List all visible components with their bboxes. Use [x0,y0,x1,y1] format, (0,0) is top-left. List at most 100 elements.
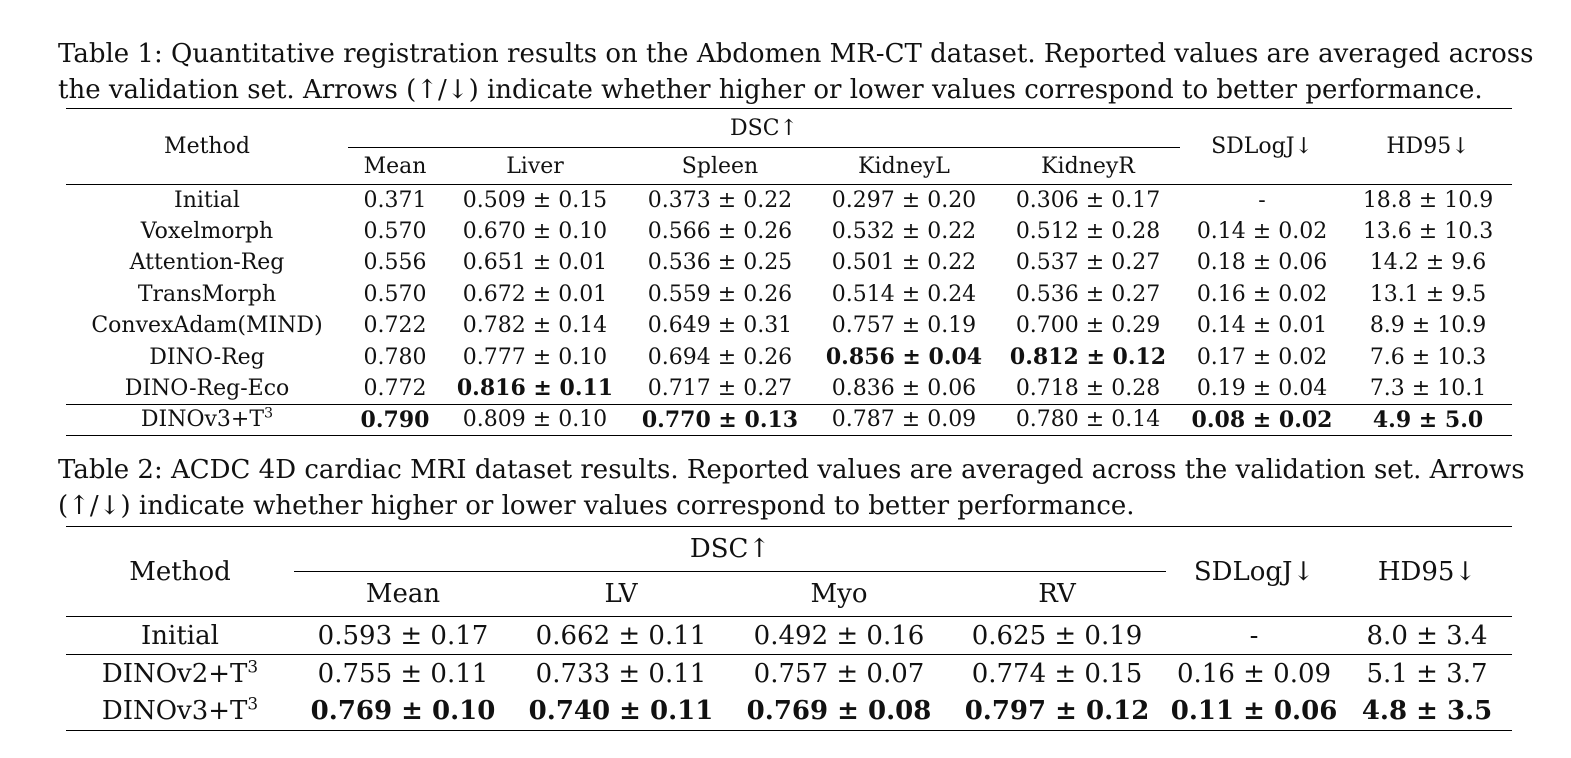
table-cell: 0.593 ± 0.17 [294,616,512,655]
table-cell: 0.769 ± 0.10 [294,692,512,731]
table-cell-method: DINOv3+T3 [66,692,294,731]
table-cell-method: Initial [66,616,294,655]
table-cell: 0.19 ± 0.04 [1196,375,1328,401]
table2-subheader: Mean [365,579,441,609]
table-cell: 0.16 ± 0.09 [1166,654,1343,693]
table-cell: 8.0 ± 3.4 [1342,616,1513,655]
table2-subheader: Myo [810,579,868,609]
table1-method-header: Method [164,134,250,159]
table1-dsc-header: DSC↑ [348,108,1181,148]
table-row: Initial 0.593 ± 0.17 0.662 ± 0.11 0.492 … [66,616,1513,655]
table-cell-method: ConvexAdam(MIND) [91,313,323,339]
table-cell: 0.740 ± 0.11 [512,692,730,731]
table-row: Voxelmorph 0.570 0.670 ± 0.10 0.566 ± 0.26 0… [66,216,1512,247]
table-cell: 0.512 ± 0.28 [1015,219,1161,245]
table-cell: 0.532 ± 0.22 [831,219,977,245]
table-cell: 13.1 ± 9.5 [1369,281,1487,307]
table-cell: 0.566 ± 0.26 [647,219,793,245]
table-cell: 0.777 ± 0.10 [462,344,608,370]
table-cell: 0.537 ± 0.27 [1015,250,1161,276]
table2-subheader: RV [1038,579,1076,609]
table-cell: 0.787 ± 0.09 [812,403,996,437]
table-cell: 0.790 [348,403,442,437]
table-cell: - [1166,616,1343,655]
table-cell: - [1180,183,1345,216]
table-cell: 0.649 ± 0.31 [647,313,793,339]
table-cell: 0.492 ± 0.16 [730,616,948,655]
table1-subheader: KidneyR [1041,153,1135,179]
table2-header-row1: Method DSC↑ SDLogJ↓ HD95↓ [66,526,1513,587]
table2-caption-line2: (↑/↓) indicate whether higher or lower v… [58,491,1135,521]
table-cell: 0.733 ± 0.11 [512,654,730,693]
table-cell: 0.856 ± 0.04 [825,344,983,371]
table-cell: 0.570 [363,219,427,245]
table-cell-method: DINO-Reg [149,344,265,370]
table-cell: 0.18 ± 0.06 [1196,250,1328,276]
table-cell: 0.717 ± 0.27 [647,375,793,401]
table1-subheader: Mean [363,153,427,179]
table1-subheader: Liver [506,153,564,179]
table-cell: 0.772 [363,375,427,401]
table-row: DINO-Reg-Eco 0.772 0.816 ± 0.11 0.717 ± 0.2… [66,373,1512,404]
table1-final-row: DINOv3+T3 0.790 0.809 ± 0.10 0.770 ± 0.1… [66,403,1513,437]
table-cell: 0.14 ± 0.01 [1196,313,1328,339]
table1-hd95-header: HD95↓ [1386,134,1470,159]
table-cell: 18.8 ± 10.9 [1344,183,1513,216]
table1-header-row1: Method DSC↑ SDLogJ↓ HD95↓ [66,108,1513,159]
table-cell: 14.2 ± 9.6 [1369,250,1487,276]
table-cell: 0.722 [363,313,427,339]
table-row: Initial 0.371 0.509 ± 0.15 0.373 ± 0.22 0.29… [66,183,1513,216]
table-cell: 0.774 ± 0.15 [948,654,1167,693]
table-cell: 0.556 [363,250,427,276]
table-cell: 0.297 ± 0.20 [812,183,996,216]
table-cell: 0.816 ± 0.11 [456,375,614,402]
table-cell: 0.373 ± 0.22 [628,183,812,216]
table-cell: 0.08 ± 0.02 [1180,403,1345,437]
table-row: ConvexAdam(MIND) 0.722 0.782 ± 0.14 0.649 ±… [66,310,1512,341]
table2-caption-line1: Table 2: ACDC 4D cardiac MRI dataset res… [58,455,1525,485]
table-cell: 7.3 ± 10.1 [1369,375,1487,401]
table-cell: 0.812 ± 0.12 [1009,344,1167,371]
table-cell: 0.770 ± 0.13 [628,403,812,437]
table2-header-row2: Mean LV Myo RV [66,572,1512,617]
table-cell: 0.700 ± 0.29 [1015,313,1161,339]
table-row: Attention-Reg 0.556 0.651 ± 0.01 0.536 ± 0.… [66,247,1512,278]
table1-sdlogj-header: SDLogJ↓ [1211,134,1313,159]
table-cell: 0.836 ± 0.06 [831,375,977,401]
table-cell: 0.755 ± 0.11 [294,654,512,693]
table-cell: 7.6 ± 10.3 [1369,344,1487,370]
table-cell: 5.1 ± 3.7 [1342,654,1513,693]
table-cell-method: DINO-Reg-Eco [124,375,290,401]
table-cell: 0.670 ± 0.10 [462,219,608,245]
table-cell-method: Voxelmorph [140,219,274,245]
table2-method-header: Method [129,556,231,587]
table-cell: 0.559 ± 0.26 [647,281,793,307]
table-cell: 0.757 ± 0.19 [831,313,977,339]
table1-caption-line2: the validation set. Arrows (↑/↓) indicat… [58,75,1483,105]
table-cell: 0.306 ± 0.17 [996,183,1181,216]
table-cell: 0.672 ± 0.01 [462,281,608,307]
table1-caption-line1: Table 1: Quantitative registration resul… [58,39,1534,69]
table-cell: 0.797 ± 0.12 [948,692,1167,731]
table2-dsc-header: DSC↑ [294,526,1167,572]
table-cell: 0.625 ± 0.19 [948,616,1167,655]
table1: Method DSC↑ SDLogJ↓ HD95↓ Mean Liver Spl… [66,108,1513,437]
table1-subheader: KidneyL [858,153,950,179]
table-row: DINOv2+T3 0.755 ± 0.11 0.733 ± 0.11 0.75… [66,654,1513,693]
table2: Method DSC↑ SDLogJ↓ HD95↓ Mean LV Myo RV… [66,526,1513,731]
table-cell: 0.780 ± 0.14 [996,403,1181,437]
table-cell: 0.16 ± 0.02 [1196,281,1328,307]
table-row: DINO-Reg 0.780 0.777 ± 0.10 0.694 ± 0.26 0.8… [66,341,1512,372]
table2-subheader: LV [604,579,638,609]
table-cell-method: Attention-Reg [129,250,285,276]
table-cell: 0.11 ± 0.06 [1166,692,1343,731]
table-cell: 0.809 ± 0.10 [442,403,628,437]
table-cell: 0.782 ± 0.14 [462,313,608,339]
table-row: TransMorph 0.570 0.672 ± 0.01 0.559 ± 0.26 0… [66,279,1512,310]
table-cell-method: Initial [66,183,348,216]
table-cell-method: TransMorph [137,281,277,307]
table-cell: 0.501 ± 0.22 [831,250,977,276]
table1-header-row2: Mean Liver Spleen KidneyL KidneyR [66,148,1512,185]
table-cell-method: DINOv2+T3 [66,654,294,693]
table-cell: 4.9 ± 5.0 [1344,403,1513,437]
